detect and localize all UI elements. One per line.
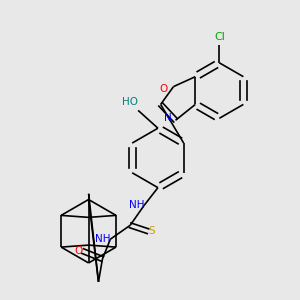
Text: NH: NH bbox=[95, 234, 110, 244]
Text: Cl: Cl bbox=[214, 32, 225, 42]
Text: O: O bbox=[74, 246, 83, 256]
Text: NH: NH bbox=[129, 200, 144, 211]
Text: N: N bbox=[164, 113, 172, 123]
Text: HO: HO bbox=[122, 98, 138, 107]
Text: O: O bbox=[160, 84, 168, 94]
Text: S: S bbox=[148, 226, 154, 236]
